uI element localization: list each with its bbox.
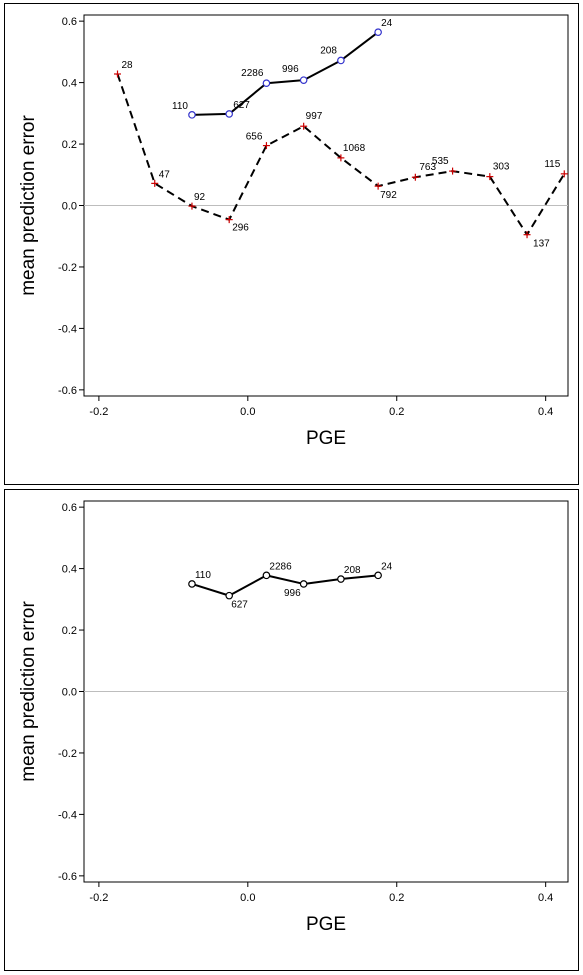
plus-marker (300, 122, 308, 130)
point-label: 115 (544, 159, 560, 170)
plus-marker (188, 202, 196, 210)
plus-marker (114, 70, 122, 78)
series-line (191, 31, 379, 116)
circle-marker (225, 110, 234, 118)
x-tick-label: -0.2 (89, 892, 108, 904)
x-axis-title: PGE (306, 428, 346, 449)
y-tick-label: 0.4 (62, 564, 77, 576)
plus-marker (225, 216, 233, 224)
point-label: 1068 (343, 143, 366, 154)
y-tick-label: -0.6 (58, 871, 77, 883)
point-label: 24 (381, 561, 393, 572)
plus-marker (262, 142, 270, 150)
plus-marker (523, 231, 531, 239)
y-tick-label: -0.2 (58, 748, 77, 760)
chart-panel-top: -0.6 -0.4 -0.2 0.0 0.2 0.4 0.6 -0.2 0.0 0.2 0.4 PGE… (4, 3, 579, 485)
y-tick-label: 0.6 (62, 16, 77, 28)
chart-bottom-svg: -0.6 -0.4 -0.2 0.0 0.2 0.4 0.6 -0.2 0.0 0.2 0.4 PGE… (18, 500, 569, 935)
plus-marker (337, 154, 345, 162)
point-label: 208 (320, 45, 337, 56)
point-label: 303 (493, 162, 510, 173)
point-label: 24 (381, 18, 393, 29)
chart-panel-bottom: -0.6 -0.4 -0.2 0.0 0.2 0.4 0.6 -0.2 0.0 0.2 0.4 PGE… (4, 489, 579, 971)
x-tick-label: 0.2 (389, 406, 404, 418)
y-tick-label: 0.0 (62, 687, 77, 699)
plus-marker (411, 173, 419, 181)
circle-marker (262, 571, 271, 580)
y-tick-label: -0.4 (58, 809, 77, 821)
circle-marker (299, 76, 308, 84)
circle-marker (337, 575, 345, 583)
circle-marker (188, 580, 196, 588)
circle-marker (374, 28, 382, 37)
circle-marker (374, 571, 382, 580)
plus-marker (374, 182, 382, 190)
point-label: 137 (533, 239, 550, 250)
circle-marker (299, 580, 308, 588)
y-tick-label: -0.4 (58, 323, 77, 335)
series-line (116, 73, 566, 236)
x-tick-label: 0.4 (538, 406, 553, 418)
circle-marker (337, 56, 345, 65)
x-tick-label: 0.4 (538, 892, 553, 904)
point-label: 296 (232, 223, 249, 234)
point-label: 763 (419, 162, 436, 173)
point-label: 627 (231, 600, 248, 611)
point-label: 996 (282, 64, 299, 75)
y-tick-label: 0.0 (62, 201, 77, 213)
y-axis-title: mean prediction error (18, 115, 39, 296)
circle-marker (188, 111, 196, 119)
x-tick-label: 0.0 (240, 406, 255, 418)
y-axis-title: mean prediction error (18, 601, 39, 782)
y-tick-label: 0.2 (62, 625, 77, 637)
point-label: 110 (172, 101, 188, 112)
y-tick-label: 0.2 (62, 139, 77, 151)
point-label: 997 (306, 111, 323, 122)
point-label: 28 (122, 60, 134, 71)
x-tick-label: -0.2 (89, 406, 108, 418)
point-label: 656 (246, 132, 263, 143)
point-label: 627 (233, 100, 250, 111)
circle-marker (225, 591, 234, 600)
y-tick-label: -0.6 (58, 385, 77, 397)
plus-marker (486, 173, 494, 181)
chart-top-svg: -0.6 -0.4 -0.2 0.0 0.2 0.4 0.6 -0.2 0.0 0.2 0.4 PGE… (18, 14, 569, 449)
plus-marker (151, 179, 159, 187)
plus-marker (560, 170, 568, 178)
plus-marker (449, 167, 457, 175)
point-label: 208 (344, 565, 361, 576)
x-tick-label: 0.2 (389, 892, 404, 904)
point-label: 2286 (241, 68, 264, 79)
y-tick-label: -0.2 (58, 262, 77, 274)
point-label: 535 (432, 156, 449, 167)
point-label: 110 (195, 570, 211, 581)
point-label: 47 (159, 169, 171, 180)
circle-marker (262, 79, 271, 88)
y-tick-label: 0.4 (62, 78, 77, 90)
y-tick-label: 0.6 (62, 502, 77, 514)
x-axis-title: PGE (306, 914, 346, 935)
point-label: 996 (284, 588, 301, 599)
series-line (191, 574, 379, 597)
point-label: 2286 (269, 561, 292, 572)
point-label: 92 (194, 192, 206, 203)
x-tick-label: 0.0 (240, 892, 255, 904)
point-label: 792 (380, 190, 397, 201)
